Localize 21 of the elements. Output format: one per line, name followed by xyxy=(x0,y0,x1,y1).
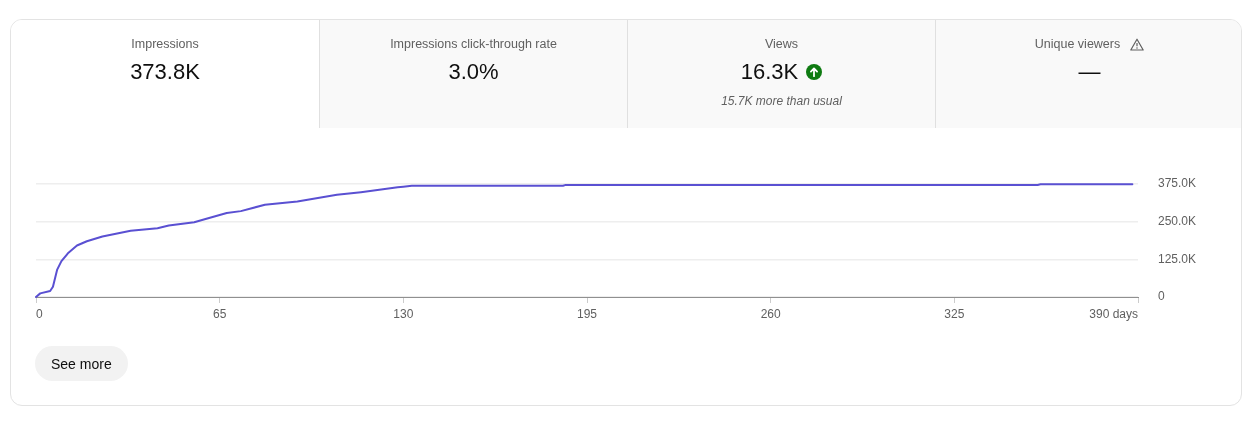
x-tick-label: 0 xyxy=(36,306,43,321)
x-tick-label: 390 days xyxy=(1089,306,1138,321)
x-tick-label: 65 xyxy=(212,306,227,321)
y-tick-label: 375.0K xyxy=(1158,176,1197,191)
text: — xyxy=(1078,58,1101,86)
y-tick-label: 0 xyxy=(1158,289,1165,304)
text: Impressions click-through rate xyxy=(390,36,557,52)
see-more-button[interactable]: See more xyxy=(35,346,128,381)
y-tick-label: 125.0K xyxy=(1158,251,1197,266)
y-tick-label: 250.0K xyxy=(1158,213,1197,228)
text: 3.0% xyxy=(448,58,499,86)
text: 373.8K xyxy=(130,58,200,86)
text: 15.7K more than usual xyxy=(721,93,842,109)
x-tick-label: 325 xyxy=(944,306,965,321)
x-tick-label: 195 xyxy=(576,306,598,321)
x-tick-label: 130 xyxy=(393,306,414,321)
text: Unique viewers xyxy=(1034,36,1121,52)
text: Impressions xyxy=(131,36,199,52)
text: 16.3K xyxy=(740,58,799,86)
x-tick-label: 260 xyxy=(760,306,781,321)
text: Views xyxy=(764,36,799,52)
